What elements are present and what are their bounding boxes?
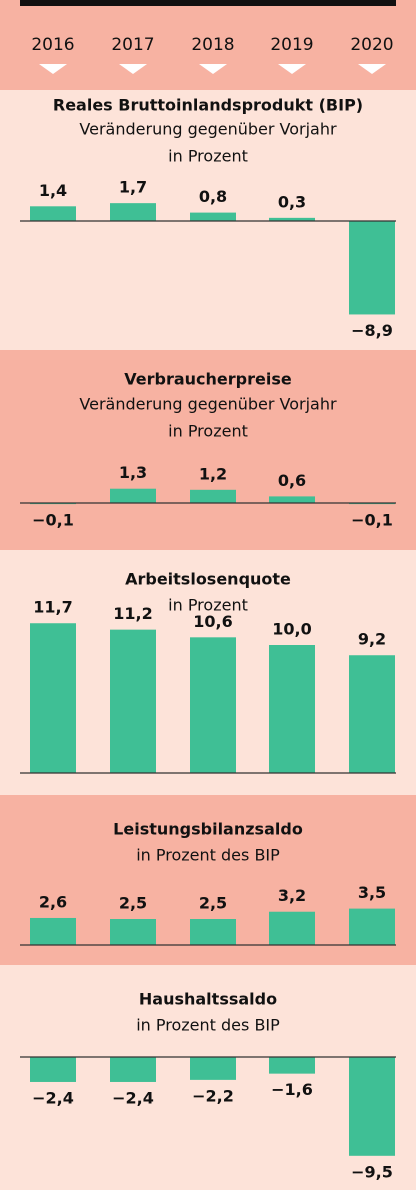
value-label: 1,7 — [119, 178, 147, 197]
value-label: 1,2 — [199, 464, 227, 483]
year-marker — [119, 64, 147, 74]
bar — [269, 645, 315, 773]
chart-subtitle: in Prozent — [168, 422, 248, 441]
year-label: 2017 — [111, 35, 154, 55]
chart-subtitle: Veränderung gegenüber Vorjahr — [79, 395, 337, 414]
bar — [110, 203, 156, 221]
bar — [269, 1057, 315, 1074]
value-label: 0,3 — [278, 192, 306, 211]
chart-subtitle: in Prozent — [168, 596, 248, 615]
chart-title: Verbraucherpreise — [124, 370, 292, 389]
year-marker — [278, 64, 306, 74]
bar — [269, 911, 315, 945]
value-label: 3,2 — [278, 886, 306, 905]
chart-title: Leistungsbilanzsaldo — [113, 820, 303, 839]
bar — [30, 623, 76, 773]
year-label: 2016 — [31, 35, 74, 55]
bar — [110, 488, 156, 503]
year-label: 2019 — [270, 35, 313, 55]
value-label: −2,4 — [112, 1088, 154, 1107]
value-label: −9,5 — [351, 1162, 393, 1181]
bar — [110, 1057, 156, 1082]
bar — [269, 217, 315, 221]
bar — [110, 629, 156, 773]
top-rule — [20, 0, 396, 6]
value-label: 1,3 — [119, 463, 147, 482]
value-label: 11,2 — [113, 604, 152, 623]
value-label: 11,7 — [33, 598, 72, 617]
year-label: 2020 — [350, 35, 393, 55]
value-label: 0,6 — [278, 471, 306, 490]
value-label: 0,8 — [199, 187, 227, 206]
chart-title: Haushaltssaldo — [139, 990, 277, 1009]
chart-subtitle: in Prozent des BIP — [136, 1016, 280, 1035]
value-label: −1,6 — [271, 1080, 313, 1099]
value-label: −0,1 — [32, 511, 74, 530]
bar — [349, 221, 395, 315]
value-label: −0,1 — [351, 511, 393, 530]
bar — [30, 1057, 76, 1082]
value-label: 3,5 — [358, 883, 386, 902]
chart-title: Arbeitslosenquote — [125, 570, 291, 589]
value-label: −2,4 — [32, 1088, 74, 1107]
value-label: 2,6 — [39, 892, 67, 911]
bar — [190, 637, 236, 773]
bar — [349, 655, 395, 773]
year-label: 2018 — [191, 35, 234, 55]
bar — [30, 917, 76, 945]
year-marker — [39, 64, 67, 74]
bar — [269, 496, 315, 503]
value-label: 1,4 — [39, 181, 67, 200]
bar — [349, 1057, 395, 1156]
value-label: 9,2 — [358, 630, 386, 649]
value-label: 10,6 — [193, 612, 232, 631]
chart-title: Reales Bruttoinlandsprodukt (BIP) — [53, 96, 363, 115]
bar — [190, 489, 236, 503]
chart-subtitle: in Prozent des BIP — [136, 846, 280, 865]
bar — [190, 919, 236, 945]
value-label: 2,5 — [199, 894, 227, 913]
bar — [30, 206, 76, 221]
bar — [190, 212, 236, 221]
bar — [110, 919, 156, 945]
value-label: −2,2 — [192, 1086, 234, 1105]
chart-subtitle: in Prozent — [168, 147, 248, 166]
value-label: 2,5 — [119, 894, 147, 913]
value-label: 10,0 — [272, 620, 311, 639]
chart-subtitle: Veränderung gegenüber Vorjahr — [79, 120, 337, 139]
bar — [190, 1057, 236, 1080]
bar — [349, 908, 395, 945]
value-label: −8,9 — [351, 321, 393, 340]
year-marker — [199, 64, 227, 74]
year-marker — [358, 64, 386, 74]
panel-background — [0, 350, 416, 550]
header-band — [0, 0, 416, 90]
